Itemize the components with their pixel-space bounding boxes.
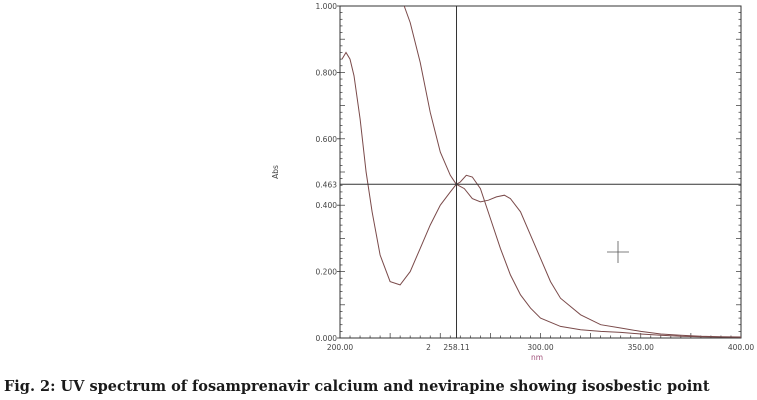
y-tick-label: 0.800 [316,68,338,77]
x-tick-label: 400.00 [728,343,754,352]
plot-area [339,5,742,339]
y-axis-label: Abs [271,165,280,179]
y-tick-label: 1.000 [316,2,338,11]
cursor-index-readout: 2 [426,343,431,352]
x-axis-ticks: 200.00 300.00 350.00 400.00 [327,343,754,352]
y-tick-label: 0.400 [316,201,338,210]
figure-caption: Fig. 2: UV spectrum of fosamprenavir cal… [4,378,710,395]
y-tick-label: 0.600 [316,135,338,144]
x-tick-label: 300.00 [527,343,553,352]
series-layer [341,5,742,338]
spectrum-line-2 [403,5,742,338]
y-tick-label: 0.200 [316,268,338,277]
x-axis-label: nm [531,353,543,362]
cursor-y-readout: 0.463 [316,180,338,189]
spectrum-line-1 [341,51,742,338]
y-tick-label: 0.000 [316,334,338,343]
x-tick-label: 200.00 [327,343,353,352]
y-axis-ticks: 0.000 0.200 0.400 0.600 0.800 1.000 [316,2,340,343]
cursor-layer: 0.463 258.11 2 [316,6,741,352]
cursor-x-readout: 258.11 [443,343,469,352]
x-tick-label: 350.00 [628,343,654,352]
plot-frame [339,5,742,339]
